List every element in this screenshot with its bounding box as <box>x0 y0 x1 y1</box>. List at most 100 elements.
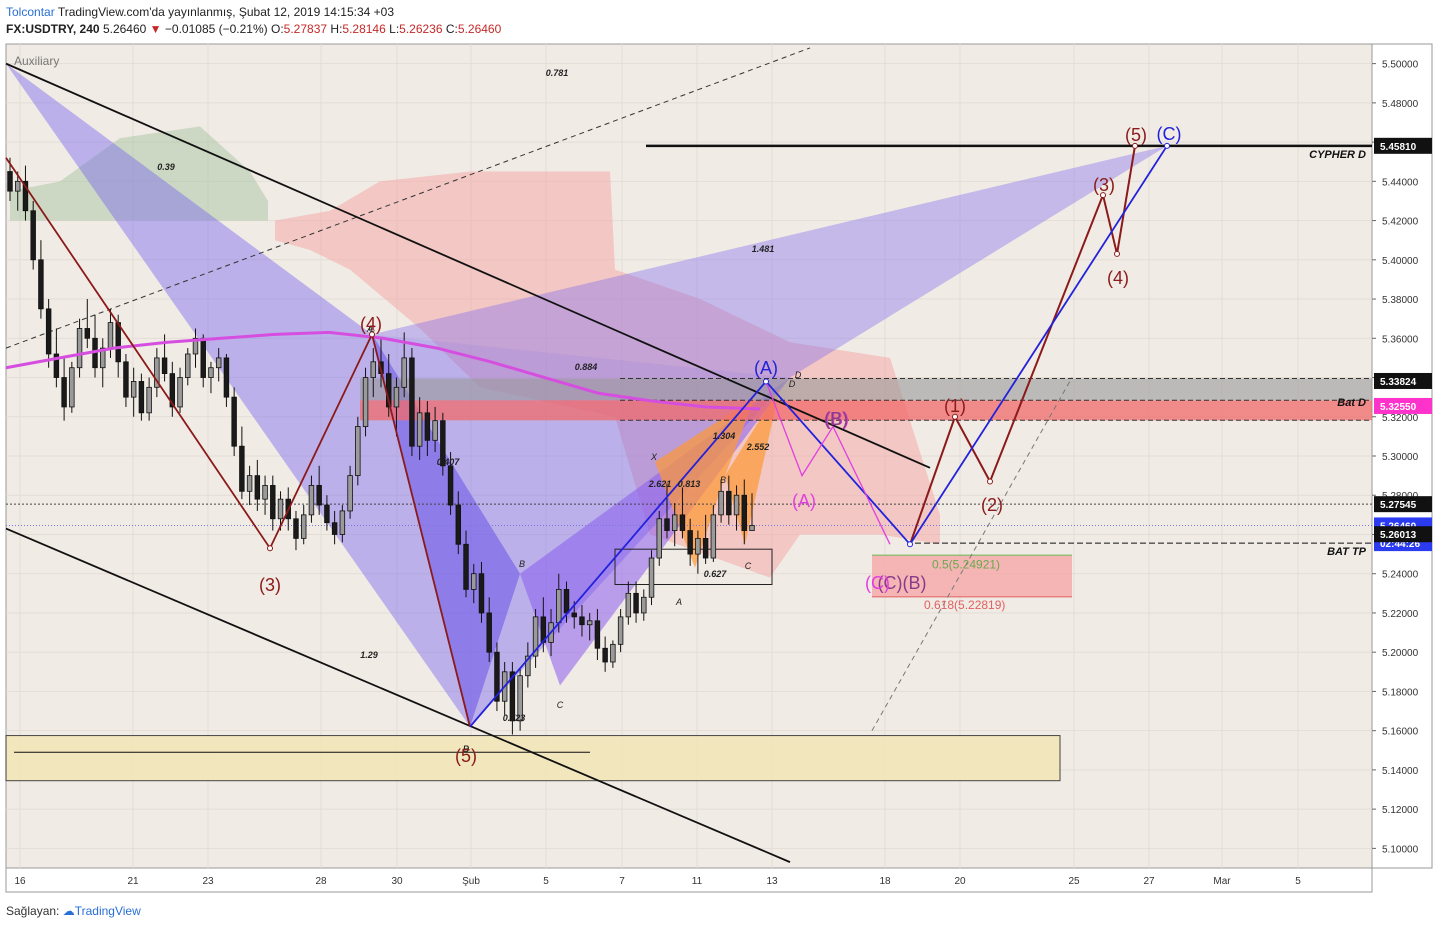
wave-label: (C) <box>865 573 890 593</box>
wave-label: (B) <box>824 409 848 429</box>
candle <box>579 605 585 637</box>
ratio-label: 1.481 <box>752 244 775 254</box>
open-label: O: <box>271 22 284 36</box>
candle-body <box>270 485 276 520</box>
ratio-label: 2.552 <box>746 442 770 452</box>
y-tick-label: 5.44000 <box>1382 177 1419 188</box>
y-tick-label: 5.48000 <box>1382 99 1419 110</box>
candle <box>432 406 438 453</box>
candle-body <box>223 357 230 398</box>
candle-body <box>254 475 261 500</box>
candle-body <box>525 655 531 677</box>
price-tag-label: 5.33824 <box>1380 377 1417 388</box>
ratio-label: 0.884 <box>575 362 598 372</box>
candle-body <box>308 485 315 516</box>
candle <box>532 609 539 668</box>
publish-line: Tolcontar TradingView.com'da yayınlanmış… <box>6 4 501 21</box>
y-tick-label: 5.14000 <box>1382 766 1419 777</box>
ratio-label: 0.407 <box>437 457 461 467</box>
candle <box>15 171 21 211</box>
candle-body <box>702 537 709 559</box>
candle-body <box>633 592 639 614</box>
candle-body <box>53 353 60 378</box>
candle-body <box>447 465 454 506</box>
candle-body <box>22 180 29 212</box>
candle <box>254 459 261 511</box>
candle <box>447 452 454 515</box>
wave-label: (5) <box>455 746 477 766</box>
wave-label: (4) <box>1107 268 1129 288</box>
candle <box>239 426 245 500</box>
candle <box>440 412 446 476</box>
candle <box>718 479 724 523</box>
candle <box>656 510 662 566</box>
candle-body <box>69 367 75 408</box>
candle-body <box>594 620 601 649</box>
y-tick-label: 5.32000 <box>1382 413 1419 424</box>
provider-name[interactable]: TradingView <box>74 904 141 918</box>
candle-body <box>215 357 222 369</box>
candle <box>509 662 516 735</box>
ratio-label: 0.39 <box>157 162 175 172</box>
candle <box>710 505 717 562</box>
pivot-marker <box>1100 192 1106 199</box>
pivot-marker <box>369 331 375 338</box>
candle <box>185 348 191 386</box>
chart-footer: Sağlayan: ☁TradingView <box>6 904 141 918</box>
candle-body <box>185 353 191 378</box>
ratio-label: 1.304 <box>713 431 736 441</box>
candle <box>362 367 369 437</box>
candle-body <box>610 643 616 663</box>
candle-body <box>563 589 570 614</box>
candle <box>594 609 601 661</box>
wave-label: (2) <box>981 495 1003 515</box>
y-tick-label: 5.12000 <box>1382 805 1419 816</box>
close-value: 5.26460 <box>457 22 502 36</box>
candle-body <box>130 381 137 398</box>
moving-average-line <box>5 330 761 411</box>
candle-body <box>316 485 322 506</box>
candle <box>486 597 492 662</box>
candle-body <box>169 373 176 408</box>
provider-prefix: Sağlayan: <box>6 904 60 918</box>
x-tick-label: 11 <box>692 876 703 887</box>
candle <box>517 667 523 731</box>
candle-body <box>45 308 52 355</box>
candle-body <box>517 675 523 722</box>
candle <box>664 483 670 539</box>
candle-body <box>154 357 160 388</box>
candle-body <box>671 514 678 531</box>
pivot-marker <box>763 378 769 385</box>
level-label: BAT TP <box>1327 546 1367 558</box>
point-label: C <box>745 561 752 571</box>
candle <box>270 475 276 531</box>
price-tag-label: 5.26013 <box>1380 530 1417 541</box>
author-link[interactable]: Tolcontar <box>6 5 55 19</box>
x-tick-label: 7 <box>619 876 625 887</box>
trend-line-lower <box>5 527 791 863</box>
candle-body <box>625 592 632 618</box>
candle-body <box>494 651 500 702</box>
point-label: A <box>675 597 682 607</box>
candle-body <box>471 573 477 590</box>
y-tick-label: 5.36000 <box>1382 334 1419 345</box>
candle-body <box>370 361 376 378</box>
candle <box>370 348 376 398</box>
tradingview-logo-icon[interactable]: ☁ <box>62 904 75 918</box>
candle <box>633 581 639 623</box>
candle-body <box>146 386 152 414</box>
price-chart[interactable]: 5.500005.480005.460005.440005.420005.400… <box>0 40 1436 896</box>
level-label: CYPHER D <box>1309 149 1366 161</box>
wave-label: (4) <box>360 314 382 334</box>
symbol-label[interactable]: FX:USDTRY, 240 <box>6 22 100 36</box>
candle <box>695 530 701 574</box>
price-tag-bg <box>1374 526 1432 543</box>
candle <box>316 465 322 515</box>
candle-body <box>138 381 145 414</box>
indicator-label: Auxiliary <box>14 54 59 68</box>
candle-body <box>177 377 183 408</box>
wave-label: (1) <box>944 396 966 416</box>
candle-body <box>741 494 747 531</box>
ratio-label: 0.723 <box>503 713 526 723</box>
candle-body <box>347 475 353 512</box>
